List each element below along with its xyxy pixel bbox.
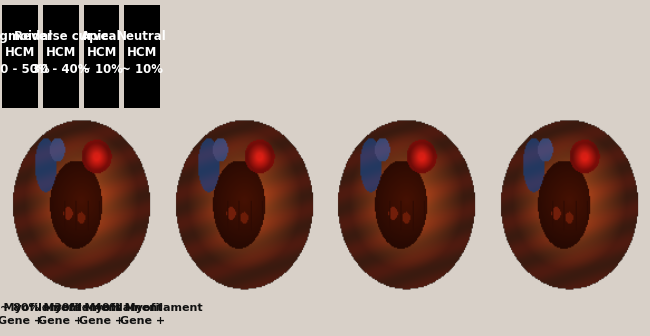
FancyBboxPatch shape [84, 5, 120, 108]
Text: Reverse curve
HCM
30 - 40%: Reverse curve HCM 30 - 40% [14, 30, 108, 76]
Text: Neutral
HCM
~ 10%: Neutral HCM ~ 10% [117, 30, 167, 76]
FancyBboxPatch shape [3, 5, 38, 108]
FancyBboxPatch shape [124, 5, 160, 108]
Text: ~ 30% Myofilament
Gene +: ~ 30% Myofilament Gene + [41, 302, 162, 326]
Text: ~ 80% Myofilament
Gene +: ~ 80% Myofilament Gene + [0, 302, 122, 326]
Text: ~ 10% Myofilament
Gene +: ~ 10% Myofilament Gene + [0, 302, 81, 326]
Text: ~ 40% Myofilament
Gene +: ~ 40% Myofilament Gene + [81, 302, 203, 326]
Text: Apical
HCM
~ 10%: Apical HCM ~ 10% [81, 30, 123, 76]
FancyBboxPatch shape [43, 5, 79, 108]
Text: Sigmoidal
HCM
40 - 50%: Sigmoidal HCM 40 - 50% [0, 30, 53, 76]
